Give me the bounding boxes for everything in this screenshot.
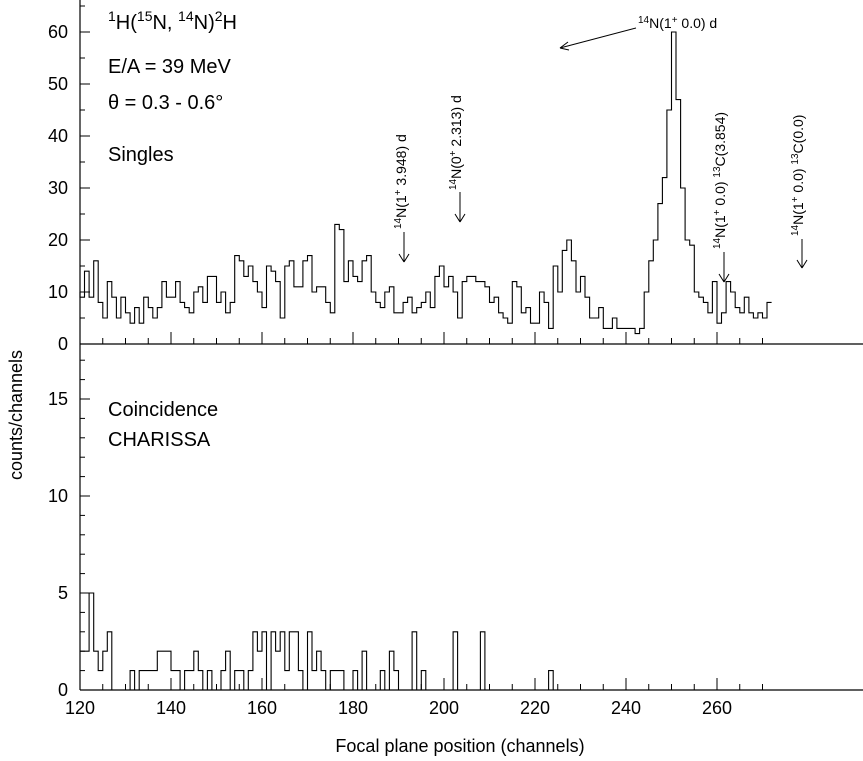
x-tick-label: 200 <box>429 698 459 718</box>
y-tick-label-top: 40 <box>48 126 68 146</box>
energy-annotation: E/A = 39 MeV <box>108 56 232 78</box>
peak-label-13c-gs: 14N(1+ 0.0) 13C(0.0) <box>790 115 807 236</box>
y-tick-label-bottom: 10 <box>48 486 68 506</box>
axis-ticks: 0 10 20 30 40 50 60 0 5 10 15 120 140 160 180 200 220 240… <box>48 5 763 718</box>
y-tick-label-top: 60 <box>48 22 68 42</box>
y-tick-label-top: 10 <box>48 282 68 302</box>
angle-annotation: θ = 0.3 - 0.6° <box>108 92 223 114</box>
reaction-annotation: 1H(15N, 14N)2H <box>108 8 237 34</box>
x-tick-label: 160 <box>247 698 277 718</box>
singles-histogram <box>79 31 772 335</box>
y-tick-label-top: 20 <box>48 230 68 250</box>
peak-labels: 14N(1+ 0.0) d 14N(1+ 3.948) d 14N(0+ 2.3… <box>393 15 808 283</box>
arrow-14n-gs <box>559 27 637 49</box>
peak-label-13c-3854: 14N(1+ 0.0) 13C(3.854) <box>712 112 729 249</box>
coincidence-label: Coincidence <box>108 399 218 421</box>
y-axis-label: counts/channels <box>6 350 26 480</box>
arrowhead-13c-gs <box>796 259 808 269</box>
x-tick-label: 240 <box>611 698 641 718</box>
arrowhead-14n-gs <box>559 41 570 51</box>
charissa-label: CHARISSA <box>108 429 211 451</box>
peak-label-14n-2313: 14N(0+ 2.313) d <box>448 95 465 190</box>
peak-label-14n-gs: 14N(1+ 0.0) d <box>638 15 717 32</box>
y-tick-label-bottom: 0 <box>58 680 68 700</box>
x-axis-label: Focal plane position (channels) <box>335 736 584 756</box>
x-tick-label: 180 <box>338 698 368 718</box>
arrowhead-14n-3948 <box>398 253 410 263</box>
x-tick-label: 140 <box>156 698 186 718</box>
coincidence-histogram-line <box>80 592 767 691</box>
singles-histogram-line <box>79 31 772 335</box>
y-tick-label-top: 0 <box>58 334 68 354</box>
coincidence-histogram <box>80 592 767 691</box>
peak-label-14n-3948: 14N(1+ 3.948) d <box>393 134 410 229</box>
y-tick-label-top: 30 <box>48 178 68 198</box>
x-tick-label: 220 <box>520 698 550 718</box>
x-tick-label: 260 <box>702 698 732 718</box>
y-tick-label-bottom: 5 <box>58 583 68 603</box>
y-tick-label-bottom: 15 <box>48 389 68 409</box>
singles-label: Singles <box>108 144 174 166</box>
arrowhead-14n-2313 <box>454 213 466 223</box>
x-tick-label: 120 <box>65 698 95 718</box>
y-tick-label-top: 50 <box>48 74 68 94</box>
arrowhead-13c-3854 <box>718 273 730 283</box>
